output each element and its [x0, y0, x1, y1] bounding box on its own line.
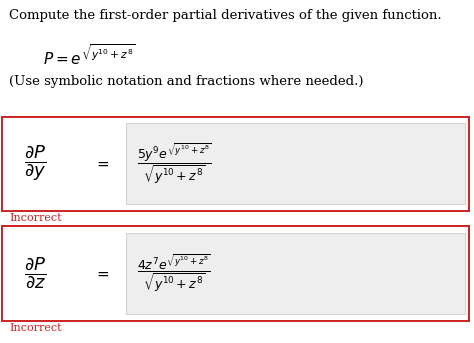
- Text: Compute the first-order partial derivatives of the given function.: Compute the first-order partial derivati…: [9, 9, 442, 22]
- Text: $\dfrac{4z^{7}e^{\sqrt{y^{10}+z^8}}}{\sqrt{y^{10}+z^8}}$: $\dfrac{4z^{7}e^{\sqrt{y^{10}+z^8}}}{\sq…: [137, 253, 211, 294]
- FancyBboxPatch shape: [126, 233, 465, 314]
- Text: Incorrect: Incorrect: [9, 213, 62, 223]
- Text: $\dfrac{\partial P}{\partial y}$: $\dfrac{\partial P}{\partial y}$: [25, 143, 46, 183]
- Text: $P = e^{\sqrt{y^{10}+z^8}}$: $P = e^{\sqrt{y^{10}+z^8}}$: [43, 43, 135, 68]
- FancyBboxPatch shape: [126, 123, 465, 204]
- Text: $\dfrac{5y^{9}e^{\sqrt{y^{10}+z^8}}}{\sqrt{y^{10}+z^8}}$: $\dfrac{5y^{9}e^{\sqrt{y^{10}+z^8}}}{\sq…: [137, 142, 212, 186]
- Text: $=$: $=$: [94, 156, 110, 171]
- FancyBboxPatch shape: [2, 226, 469, 321]
- Text: Incorrect: Incorrect: [9, 323, 62, 333]
- Text: (Use symbolic notation and fractions where needed.): (Use symbolic notation and fractions whe…: [9, 75, 364, 88]
- Text: $\dfrac{\partial P}{\partial z}$: $\dfrac{\partial P}{\partial z}$: [25, 255, 46, 290]
- FancyBboxPatch shape: [2, 117, 469, 211]
- Text: $=$: $=$: [94, 266, 110, 281]
